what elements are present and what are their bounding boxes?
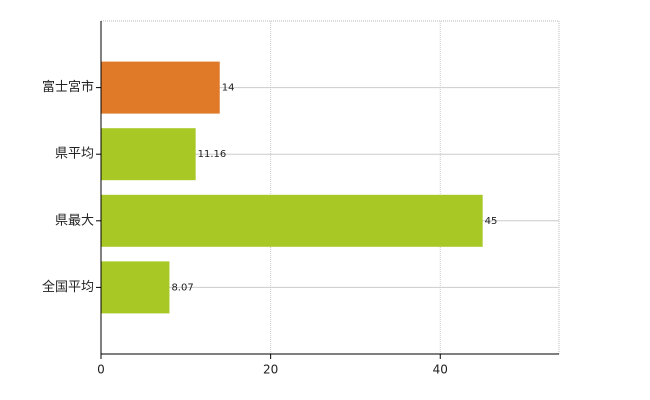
bar <box>101 128 196 181</box>
bar <box>101 194 483 247</box>
value-label: 11.16 <box>198 149 227 160</box>
bar <box>101 261 170 314</box>
y-tick-label: 富士宮市 <box>42 79 94 95</box>
y-tick-label: 県平均 <box>55 147 94 162</box>
x-tick-label: 40 <box>433 363 448 377</box>
y-tick-label: 全国平均 <box>42 279 94 295</box>
x-tick-label: 0 <box>97 363 105 377</box>
value-label: 8.07 <box>171 282 193 293</box>
y-tick-label: 県最大 <box>55 213 94 228</box>
bar <box>101 61 220 114</box>
value-label: 14 <box>222 83 235 94</box>
x-tick-label: 20 <box>263 363 278 377</box>
value-label: 45 <box>485 216 498 227</box>
